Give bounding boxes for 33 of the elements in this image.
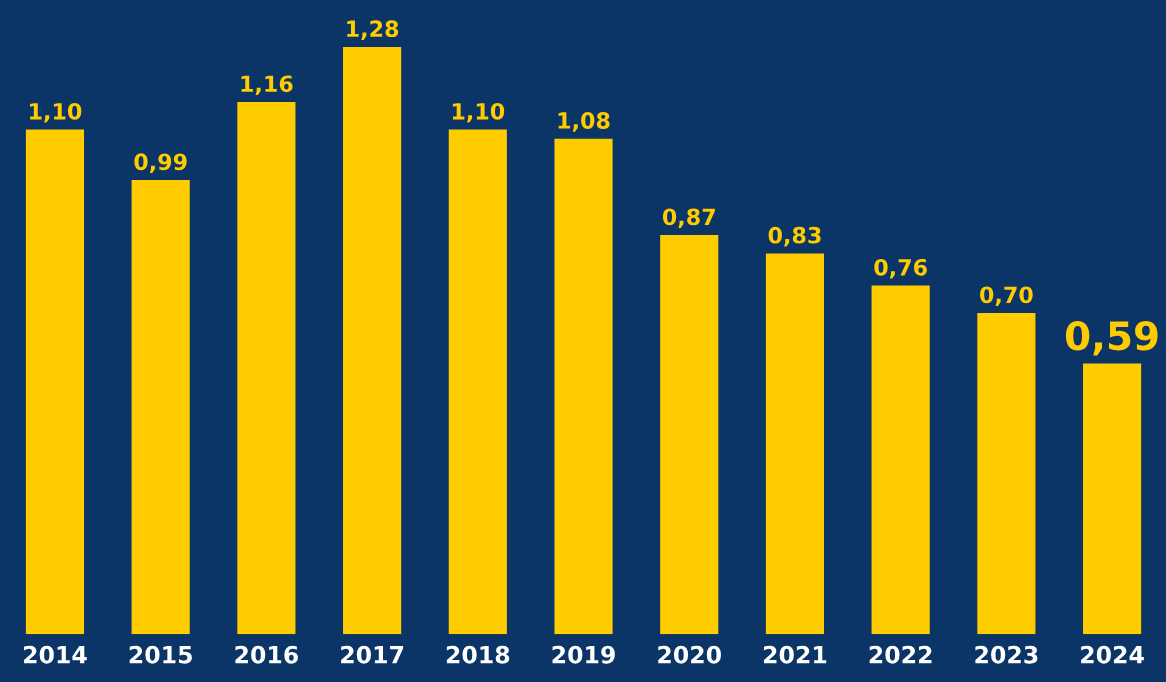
x-tick-label: 2022: [869, 645, 932, 664]
x-tick-label: 2018: [446, 645, 510, 664]
bar: [871, 285, 930, 635]
data-label: 1,10: [30, 102, 82, 123]
data-label: 1,16: [241, 75, 293, 96]
x-tick-label: 2017: [341, 645, 404, 664]
x-tick-label: 2024: [1081, 645, 1144, 664]
x-tick-label: 2019: [552, 645, 615, 664]
data-label: 0,83: [768, 226, 821, 247]
data-label: 0,99: [134, 153, 187, 174]
data-label: 1,28: [347, 20, 399, 40]
x-tick-label: 2016: [235, 645, 298, 664]
x-tick-label: 2021: [763, 645, 827, 664]
data-label: 0,59: [1065, 321, 1158, 356]
data-label: 0,70: [980, 286, 1033, 307]
data-label: 1,10: [452, 102, 505, 123]
data-label: 0,87: [662, 208, 715, 229]
bar: [448, 129, 507, 635]
bar: [237, 102, 296, 635]
bar: [554, 138, 613, 635]
x-tick-label: 2014: [23, 645, 87, 664]
bar: [131, 180, 190, 635]
bar: [977, 313, 1036, 635]
x-tick-label: 2015: [129, 645, 192, 664]
data-label: 0,76: [874, 258, 927, 279]
bar: [25, 129, 85, 635]
bar: [765, 253, 825, 635]
bar: [1083, 363, 1142, 635]
bar: [660, 235, 719, 635]
data-label: 1,08: [558, 112, 610, 132]
bar: [343, 46, 402, 635]
x-tick-label: 2023: [975, 645, 1038, 664]
x-tick-label: 2020: [658, 645, 721, 664]
